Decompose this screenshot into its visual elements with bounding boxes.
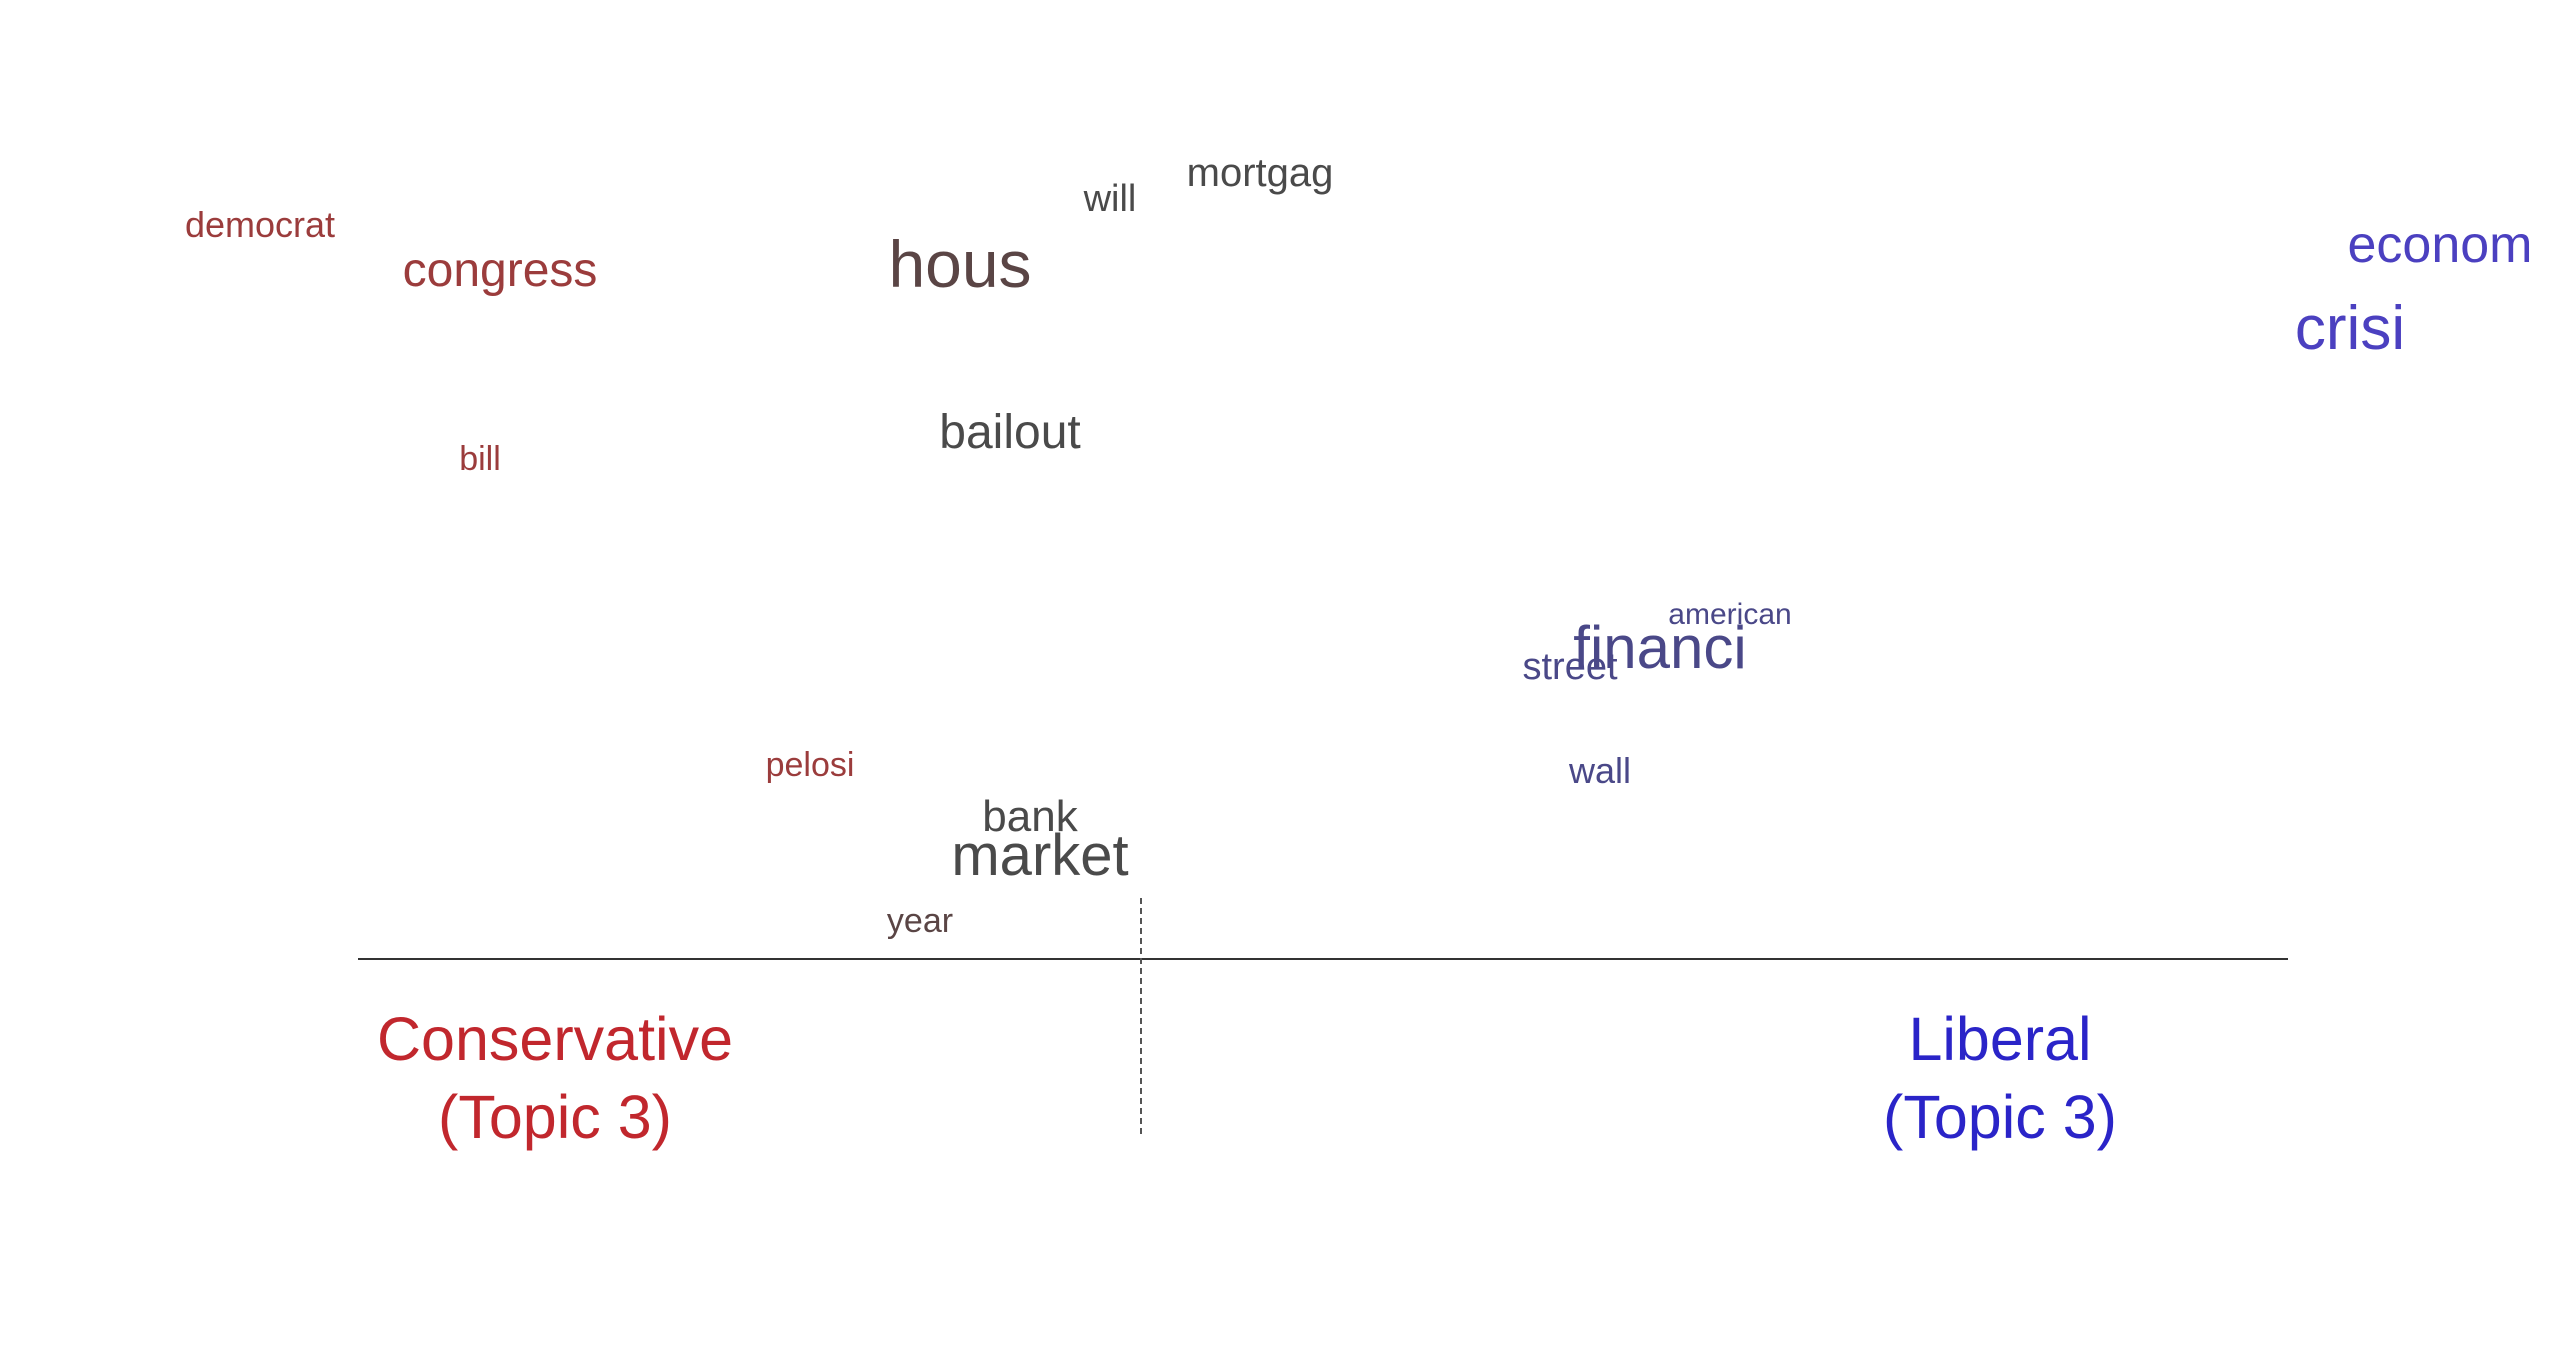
word-bailout: bailout: [939, 406, 1081, 459]
word-pelosi: pelosi: [765, 745, 855, 784]
center-dashed-line: [1140, 898, 1142, 1134]
word-will: will: [1083, 178, 1137, 220]
word-street: street: [1522, 646, 1618, 688]
word-crisi: crisi: [2294, 294, 2406, 363]
conservative-pole-line1: Conservative: [377, 1005, 733, 1073]
liberal-pole-line2: (Topic 3): [1883, 1083, 2117, 1151]
conservative-pole-label: Conservative (Topic 3): [295, 1000, 815, 1156]
liberal-pole-line1: Liberal: [1908, 1005, 2092, 1073]
word-democrat: democrat: [184, 204, 336, 245]
word-congress: congress: [402, 243, 598, 297]
word-bill: bill: [459, 440, 501, 478]
word-hous: hous: [888, 227, 1032, 301]
word-mortgag: mortgag: [1186, 151, 1334, 195]
word-financi: financi: [1573, 613, 1747, 681]
liberal-pole-label: Liberal (Topic 3): [1740, 1000, 2260, 1156]
word-market: market: [951, 822, 1129, 888]
horizontal-axis-line: [358, 958, 2288, 960]
word-year: year: [886, 901, 954, 940]
conservative-pole-line2: (Topic 3): [438, 1083, 672, 1151]
word-american: american: [1668, 598, 1792, 631]
word-bank: bank: [982, 791, 1078, 841]
word-econom: econom: [2347, 215, 2533, 274]
word-wall: wall: [1568, 750, 1632, 791]
